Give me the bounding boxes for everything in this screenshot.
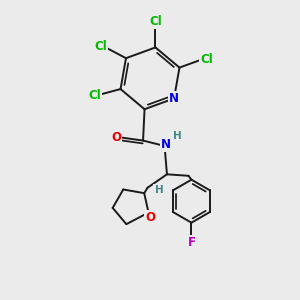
Text: Cl: Cl (88, 88, 101, 101)
Text: F: F (188, 236, 195, 249)
Text: H: H (173, 131, 182, 141)
Text: Cl: Cl (200, 53, 213, 66)
Text: Cl: Cl (94, 40, 107, 53)
Text: Cl: Cl (149, 15, 162, 28)
Text: O: O (111, 131, 121, 144)
Text: N: N (169, 92, 179, 105)
Text: O: O (145, 211, 155, 224)
Text: N: N (161, 138, 171, 151)
Text: H: H (154, 185, 163, 195)
